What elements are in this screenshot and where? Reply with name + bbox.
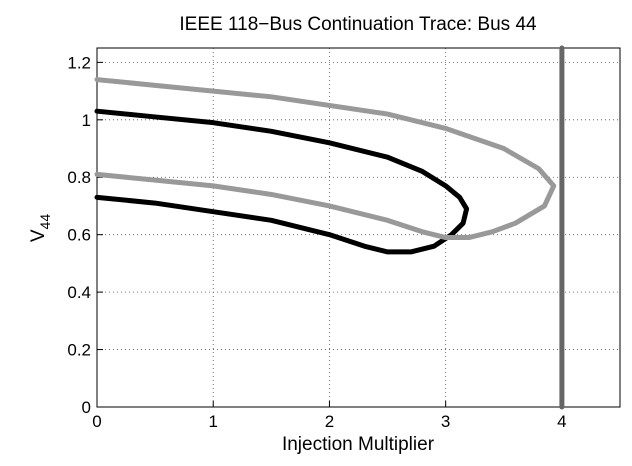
x-axis-label: Injection Multiplier [282, 434, 435, 455]
chart-title: IEEE 118−Bus Continuation Trace: Bus 44 [179, 14, 537, 35]
x-tick-label: 3 [441, 412, 450, 431]
x-tick-label: 2 [325, 412, 334, 431]
x-tick-label: 4 [557, 412, 566, 431]
y-axis-label-main: V [28, 229, 49, 242]
y-tick-label: 0 [82, 398, 91, 417]
plot-frame [96, 47, 621, 408]
y-tick-label: 1.2 [67, 53, 91, 72]
y-tick-label: 0.4 [67, 283, 91, 302]
x-tick-label: 1 [208, 412, 217, 431]
y-axis-label: V44 [28, 214, 53, 242]
y-tick-label: 0.2 [67, 341, 91, 360]
x-tick-label: 0 [92, 412, 101, 431]
series-line [94, 77, 557, 241]
y-tick-label: 0.6 [67, 226, 91, 245]
y-tick-label: 1 [82, 111, 91, 130]
series-line [94, 108, 470, 255]
y-axis-label-sub: 44 [37, 214, 53, 230]
y-tick-label: 0.8 [67, 168, 91, 187]
